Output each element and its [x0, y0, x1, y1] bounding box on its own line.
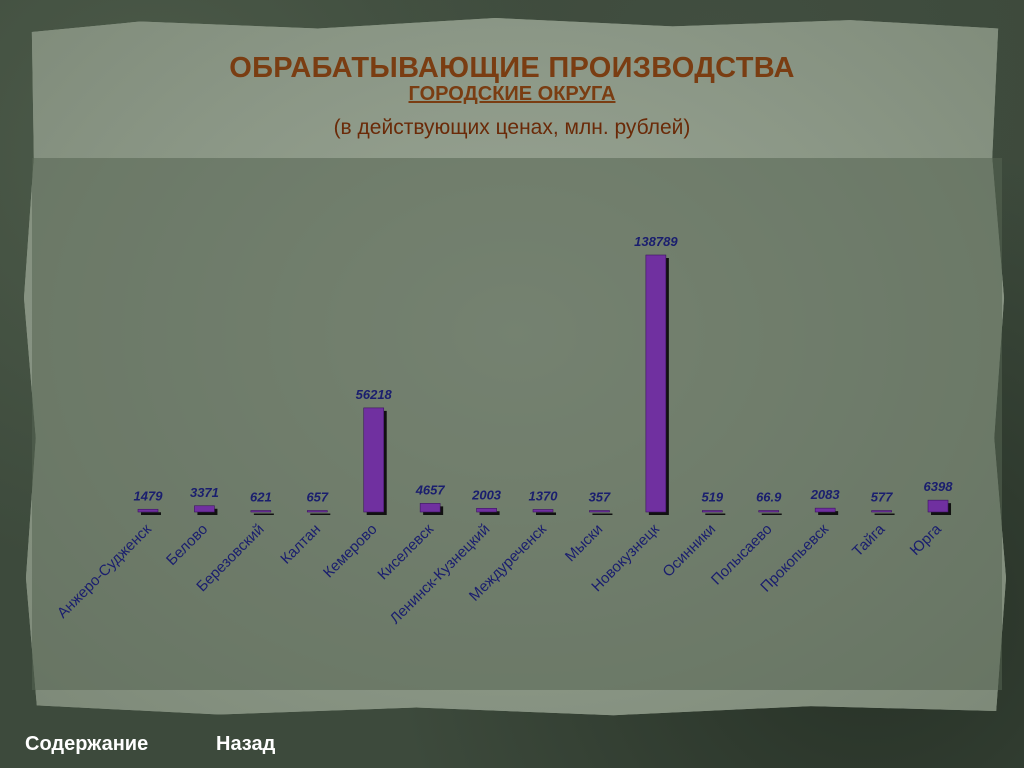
- bar-group: [137, 508, 161, 515]
- value-label: 4657: [415, 482, 446, 497]
- bar: [194, 505, 215, 513]
- bar: [306, 510, 328, 513]
- bar: [363, 407, 385, 513]
- bar: [137, 508, 159, 513]
- category-label: Юрга: [907, 520, 946, 559]
- bar-group: [250, 510, 274, 515]
- value-label: 66.9: [756, 490, 782, 505]
- bar: [645, 254, 667, 513]
- bar: [476, 507, 497, 513]
- bar-shadow: [536, 512, 557, 515]
- value-label: 1370: [529, 488, 559, 503]
- bar-shadow: [479, 511, 500, 515]
- bar: [589, 510, 610, 513]
- bar-group: [927, 499, 952, 515]
- chart-subtitle: ГОРОДСКИЕ ОКРУГА: [408, 83, 616, 105]
- back-link[interactable]: Назад: [216, 733, 276, 755]
- value-label: 6398: [924, 479, 954, 494]
- value-label: 1479: [134, 488, 164, 503]
- value-label: 56218: [356, 387, 393, 402]
- bar-group: [194, 505, 218, 515]
- value-label: 577: [871, 490, 893, 505]
- chart-title: ОБРАБАТЫВАЮЩИЕ ПРОИЗВОДСТВА: [229, 52, 795, 84]
- chart-units: (в действующих ценах, млн. рублей): [333, 116, 691, 139]
- bar-shadow: [874, 513, 895, 515]
- category-label: Мыски: [562, 521, 606, 565]
- value-label: 657: [306, 490, 328, 505]
- category-label: Анжеро-Судженск: [54, 520, 155, 621]
- value-label: 2003: [471, 487, 502, 502]
- bar-group: [701, 510, 726, 515]
- bar-group: [306, 510, 331, 515]
- bar-group: [363, 407, 387, 515]
- bar: [532, 509, 554, 513]
- category-label: Ленинск-Кузнецкий: [387, 521, 494, 628]
- value-label: 519: [701, 490, 723, 505]
- bar-group: [871, 510, 895, 515]
- bar: [871, 510, 892, 513]
- bar-group: [589, 510, 613, 515]
- plot-panel: [32, 158, 1002, 690]
- bar-shadow: [818, 511, 839, 515]
- category-label: Кемерово: [320, 521, 381, 582]
- bar-group: [419, 503, 444, 515]
- category-label: Калтан: [277, 521, 324, 568]
- category-label: Осинники: [659, 521, 719, 581]
- bar-group: [476, 507, 500, 515]
- bar-shadow: [310, 513, 331, 515]
- value-label: 3371: [190, 485, 219, 500]
- bar-shadow: [705, 513, 726, 515]
- category-label: Тайга: [849, 520, 889, 560]
- bar-group: [645, 254, 669, 515]
- bar-shadow: [141, 512, 161, 515]
- category-label: Белово: [163, 521, 211, 569]
- bar: [927, 499, 949, 513]
- bar-shadow: [253, 513, 274, 515]
- bar-shadow: [592, 513, 613, 515]
- bar: [758, 510, 780, 513]
- value-label: 2083: [810, 487, 841, 502]
- bar: [814, 507, 836, 513]
- value-label: 357: [589, 490, 611, 505]
- bar-group: [814, 507, 839, 515]
- value-label: 138789: [634, 234, 678, 249]
- contents-link[interactable]: Содержание: [25, 733, 149, 755]
- bar: [250, 510, 272, 513]
- bar: [701, 510, 723, 513]
- bar-shadow: [761, 513, 782, 515]
- bar: [419, 503, 441, 513]
- value-label: 621: [250, 490, 272, 505]
- bar-group: [532, 509, 557, 515]
- bar-group: [758, 510, 782, 515]
